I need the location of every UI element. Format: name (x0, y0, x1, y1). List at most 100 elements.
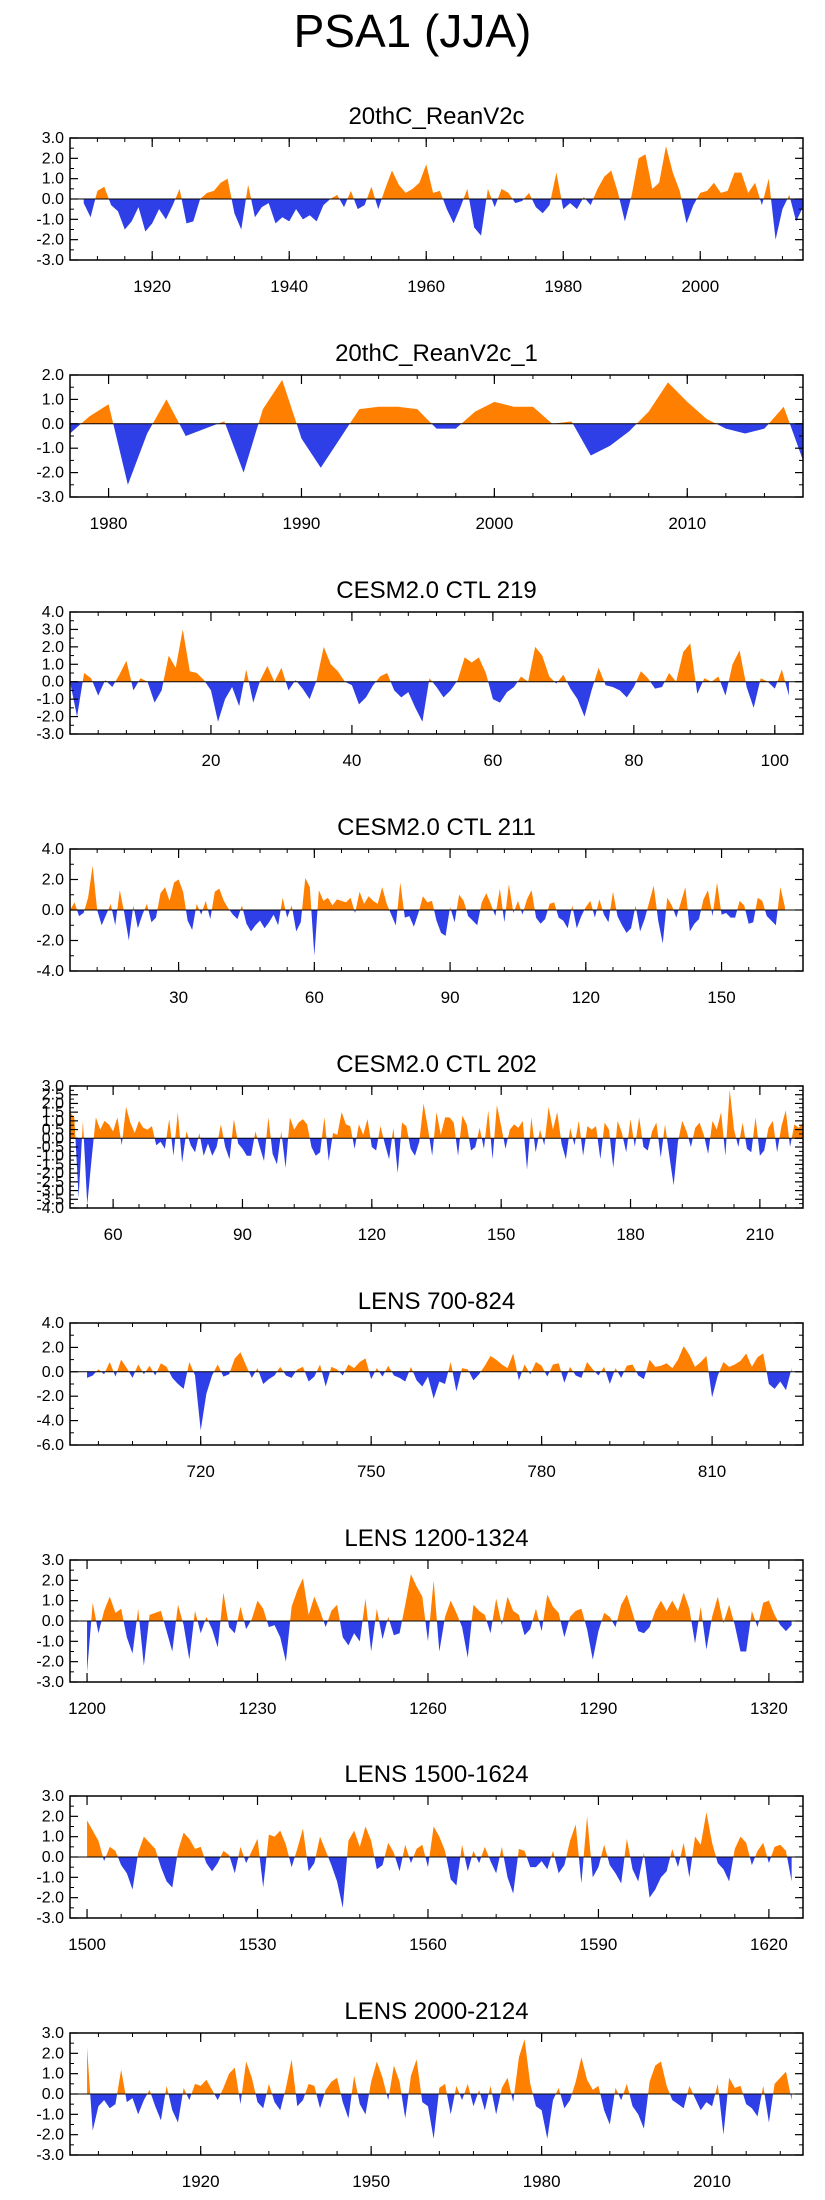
y-tick-label: 3.0 (42, 1078, 64, 1095)
x-tick-label: 100 (761, 751, 789, 770)
positive-area (87, 1346, 792, 1372)
y-tick-label: 0.0 (42, 191, 64, 208)
series-fills (70, 865, 803, 956)
series-fills (70, 1346, 803, 1431)
y-tick-label: 3.0 (42, 130, 64, 147)
y-tick-label: -3.0 (36, 2147, 64, 2164)
y-tick-label: -1.0 (36, 1148, 64, 1165)
x-tick-label: 1320 (750, 1699, 788, 1718)
series-fills (70, 1812, 803, 1908)
plot-frame (69, 374, 804, 498)
x-tick-label: 1260 (409, 1699, 447, 1718)
y-tick-label: 2.0 (42, 1572, 64, 1589)
positive-area (70, 1089, 803, 1139)
x-tick-label: 60 (305, 988, 324, 1007)
y-tick-label: 1.0 (42, 1593, 64, 1610)
chart-panel: CESM2.0 CTL 211 4.0 2.0 0.0 -2.0 -4.0 30 60 90 12… (36, 814, 804, 1007)
panel-title: CESM2.0 CTL 211 (337, 814, 536, 841)
y-tick-label: 0.0 (42, 902, 64, 919)
y-tick-label: 0.0 (42, 1613, 64, 1630)
x-tick-label: 120 (572, 988, 600, 1007)
positive-area (87, 1812, 792, 1857)
y-tick-label: 0.0 (42, 2086, 64, 2103)
positive-area (70, 629, 789, 682)
negative-area (70, 1138, 803, 1205)
chart-panel: LENS 2000-2124 3.0 2.0 1.0 0.0 -1.0 -2.0 -3.0 19… (36, 1998, 804, 2191)
negative-area (87, 1621, 792, 1672)
x-tick-label: 780 (527, 1462, 555, 1481)
x-tick-label: 90 (233, 1225, 252, 1244)
y-tick-label: 1.0 (42, 171, 64, 188)
y-tick-label: 1.0 (42, 656, 64, 673)
series-fills (70, 1089, 803, 1205)
negative-area (87, 2094, 792, 2139)
series-fills (70, 2039, 803, 2139)
y-tick-label: 2.0 (42, 1339, 64, 1356)
x-tick-label: 1950 (352, 2172, 390, 2191)
x-tick-label: 180 (616, 1225, 644, 1244)
series-fills (70, 379, 803, 485)
y-tick-label: 0.5 (42, 1122, 64, 1139)
x-tick-label: 2010 (693, 2172, 731, 2191)
panel-title: CESM2.0 CTL 219 (336, 577, 537, 604)
y-tick-label: -3.0 (36, 1183, 64, 1200)
x-tick-label: 1530 (239, 1935, 277, 1954)
y-tick-label: -4.0 (36, 963, 64, 980)
x-tick-label: 1290 (580, 1699, 618, 1718)
y-tick-label: 4.0 (42, 604, 64, 621)
y-tick-label: -3.5 (36, 1191, 64, 1208)
plot-frame (69, 1085, 804, 1209)
y-tick-label: -3.0 (36, 1910, 64, 1927)
x-tick-label: 1960 (407, 277, 445, 296)
y-tick-label: 2.0 (42, 367, 64, 384)
y-tick-label: -2.0 (36, 2127, 64, 2144)
series-fills (70, 146, 803, 240)
chart-panel: CESM2.0 CTL 219 4.03.02.01.00.0-1.0-2.0-3… (36, 577, 804, 770)
negative-area (70, 423, 803, 485)
panel-title: 20thC_ReanV2c (348, 103, 524, 130)
x-tick-label: 1560 (409, 1935, 447, 1954)
x-tick-label: 1590 (580, 1935, 618, 1954)
y-tick-label: -3.0 (36, 726, 64, 743)
y-tick-label: 2.5 (42, 1087, 64, 1104)
positive-area (70, 865, 785, 910)
y-tick-label: 3.0 (42, 2025, 64, 2042)
chart-panel: 20thC_ReanV2c 3.0 2.0 1.0 0.0 -1.0 -2.0 -3.0 192… (36, 103, 804, 296)
y-tick-label: 2.0 (42, 150, 64, 167)
x-tick-label: 90 (441, 988, 460, 1007)
x-tick-label: 1500 (68, 1935, 106, 1954)
x-tick-label: 1920 (182, 2172, 220, 2191)
x-tick-label: 1980 (544, 277, 582, 296)
panel-title: LENS 700-824 (358, 1288, 515, 1315)
chart-panel: CESM2.0 CTL 202 3.02.52.01.51.00.50.0-0.5… (36, 1051, 804, 1244)
y-tick-label: -4.0 (36, 1413, 64, 1430)
panel-title: LENS 2000-2124 (344, 1998, 528, 2025)
y-tick-label: 2.0 (42, 872, 64, 889)
y-tick-label: 0.0 (42, 1364, 64, 1381)
y-tick-label: 1.0 (42, 1829, 64, 1846)
y-tick-label: -1.5 (36, 1156, 64, 1173)
x-tick-label: 1940 (270, 277, 308, 296)
x-tick-label: 1200 (68, 1699, 106, 1718)
x-tick-label: 1620 (750, 1935, 788, 1954)
y-tick-label: -2.0 (36, 709, 64, 726)
y-tick-label: -6.0 (36, 1437, 64, 1454)
x-tick-label: 1980 (523, 2172, 561, 2191)
y-tick-label: 1.0 (42, 2066, 64, 2083)
x-tick-label: 1990 (283, 514, 321, 533)
panel-title: LENS 1500-1624 (344, 1761, 528, 1788)
y-tick-label: 0.0 (42, 1130, 64, 1147)
x-tick-label: 40 (342, 751, 361, 770)
y-tick-label: 1.0 (42, 1113, 64, 1130)
positive-area (70, 379, 803, 424)
y-tick-label: 2.0 (42, 2045, 64, 2062)
negative-area (70, 910, 785, 956)
y-tick-label: -3.0 (36, 1674, 64, 1691)
x-tick-label: 60 (483, 751, 502, 770)
y-tick-label: -1.0 (36, 1633, 64, 1650)
y-tick-label: -2.0 (36, 933, 64, 950)
y-tick-label: -1.0 (36, 1869, 64, 1886)
x-tick-label: 60 (104, 1225, 123, 1244)
series-fills (70, 1574, 803, 1672)
